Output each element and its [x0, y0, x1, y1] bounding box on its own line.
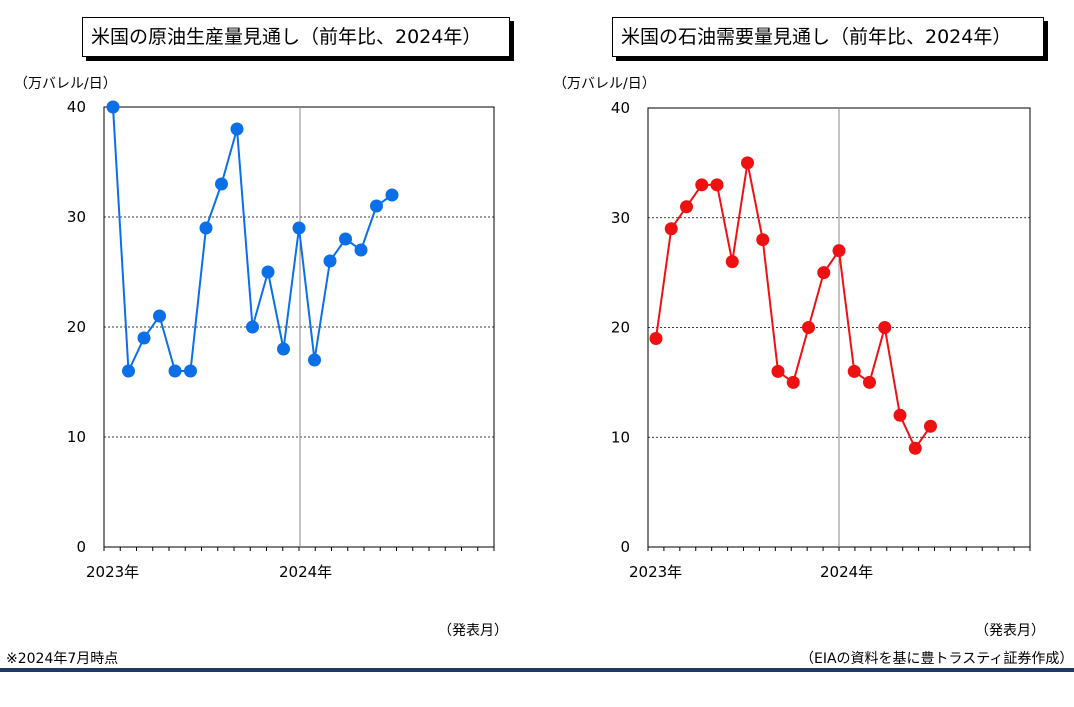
chart1-data-point — [199, 221, 213, 235]
chart1-data-point — [184, 364, 197, 378]
chart2-data-point — [908, 441, 922, 455]
chart1-y-unit: （万バレル/日） — [14, 76, 117, 92]
chart2-data-point — [756, 233, 770, 247]
chart2-data-point — [847, 364, 861, 378]
chart2-data-point — [863, 375, 876, 389]
chart1-data-point — [385, 188, 399, 202]
chart1-data-point — [137, 331, 151, 345]
chart2-x-tick-label: 2024年 — [820, 563, 873, 581]
chart1-data-point — [261, 265, 275, 279]
chart2-data-point — [664, 222, 678, 236]
source-note: （EIAの資料を基に豊トラスティ証券作成） — [800, 651, 1074, 667]
chart1-data-point — [339, 232, 352, 246]
chart1-y-tick-label: 20 — [67, 318, 86, 336]
chart2-x-tick-label: 2023年 — [629, 563, 682, 581]
chart1-data-point — [323, 254, 337, 268]
chart2-data-point — [878, 321, 892, 334]
chart2-data-point — [893, 408, 907, 422]
chart2-y-unit: （万バレル/日） — [553, 76, 656, 92]
chart2-data-point — [680, 200, 693, 214]
chart2-data-point — [832, 244, 846, 258]
chart1-title: 米国の原油生産量見通し（前年比、2024年） — [82, 17, 510, 57]
chart2-data-point — [786, 375, 800, 389]
chart2-data-point — [725, 255, 739, 269]
chart2-x-unit: （発表月） — [975, 623, 1045, 639]
chart1-x-unit: （発表月） — [438, 623, 508, 639]
chart2-y-tick-label: 20 — [611, 319, 630, 337]
chart2-data-point — [710, 178, 724, 192]
chart1-data-point — [153, 309, 166, 323]
chart1-x-tick-label: 2023年 — [86, 563, 139, 581]
chart1-data-point — [277, 342, 290, 356]
footnote-date: ※2024年7月時点 — [6, 651, 119, 667]
chart2-data-point — [695, 178, 709, 192]
chart2-y-tick-label: 30 — [611, 209, 630, 227]
chart1-x-tick-label: 2024年 — [279, 563, 332, 581]
chart1-data-point — [246, 320, 259, 334]
chart1-y-tick-label: 30 — [67, 208, 86, 226]
chart1-data-point — [308, 353, 321, 367]
chart1-data-point — [168, 364, 182, 378]
chart1-y-tick-label: 0 — [76, 538, 86, 556]
chart2-data-point — [924, 419, 937, 433]
chart2-data-point — [802, 321, 815, 334]
chart1-data-point — [215, 177, 228, 191]
chart1-data-point — [370, 199, 383, 213]
chart2-data-point — [771, 364, 785, 378]
chart1-data-point — [106, 100, 120, 114]
chart1-data-point — [230, 122, 244, 136]
chart2-y-tick-label: 10 — [611, 428, 630, 446]
chart2-y-tick-label: 0 — [620, 538, 630, 556]
chart1-data-point — [122, 364, 135, 378]
chart2-data-point — [817, 266, 831, 280]
chart2-series-line — [655, 162, 932, 451]
chart1-y-tick-label: 40 — [67, 98, 86, 116]
chart2-data-point — [741, 156, 754, 170]
chart1-data-point — [292, 221, 306, 235]
chart2-title: 米国の石油需要量見通し（前年比、2024年） — [612, 17, 1044, 57]
chart2-y-tick-label: 40 — [611, 99, 630, 117]
chart2-data-point — [649, 331, 663, 345]
chart1-y-tick-label: 10 — [67, 428, 86, 446]
chart1-data-point — [354, 243, 368, 257]
bottom-rule — [0, 668, 1074, 672]
